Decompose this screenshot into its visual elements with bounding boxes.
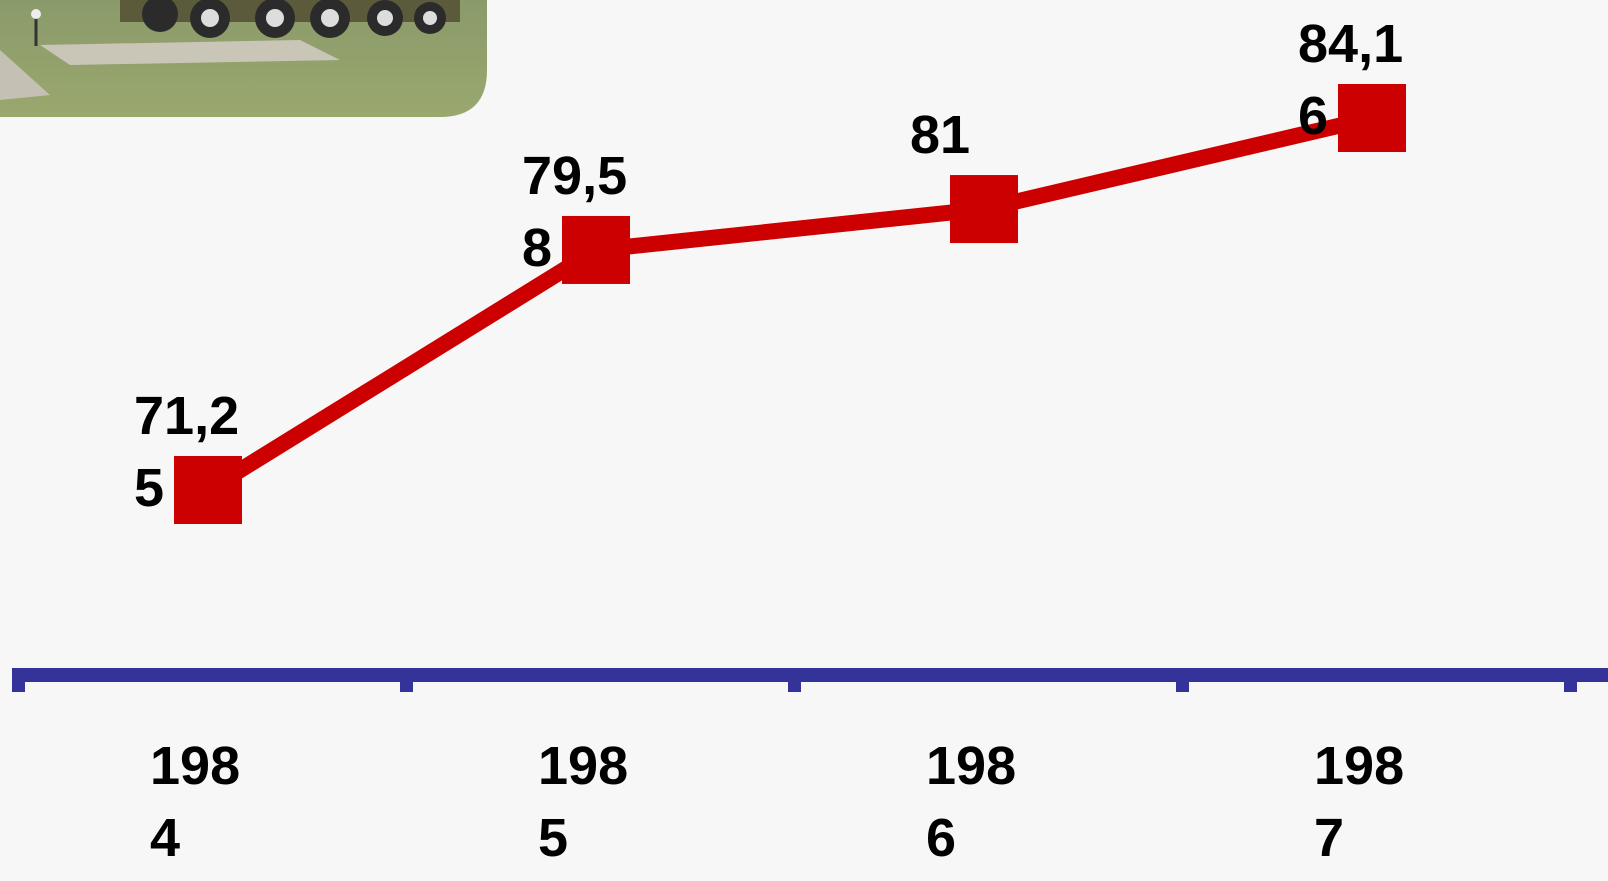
data-label: 79,58	[522, 140, 640, 284]
x-tick-label: 1984	[150, 730, 250, 874]
data-label: 81	[910, 99, 1028, 243]
data-label: 84,16	[1298, 8, 1416, 152]
page: {"chart_data": {"type": "line", "categor…	[0, 0, 1608, 881]
data-label: 71,25	[134, 380, 252, 524]
x-axis	[12, 675, 1608, 692]
line	[208, 118, 1372, 490]
x-tick-label: 1987	[1314, 730, 1414, 874]
x-tick-label: 1985	[538, 730, 638, 874]
photo	[0, 0, 487, 117]
x-tick-label: 1986	[926, 730, 1026, 874]
